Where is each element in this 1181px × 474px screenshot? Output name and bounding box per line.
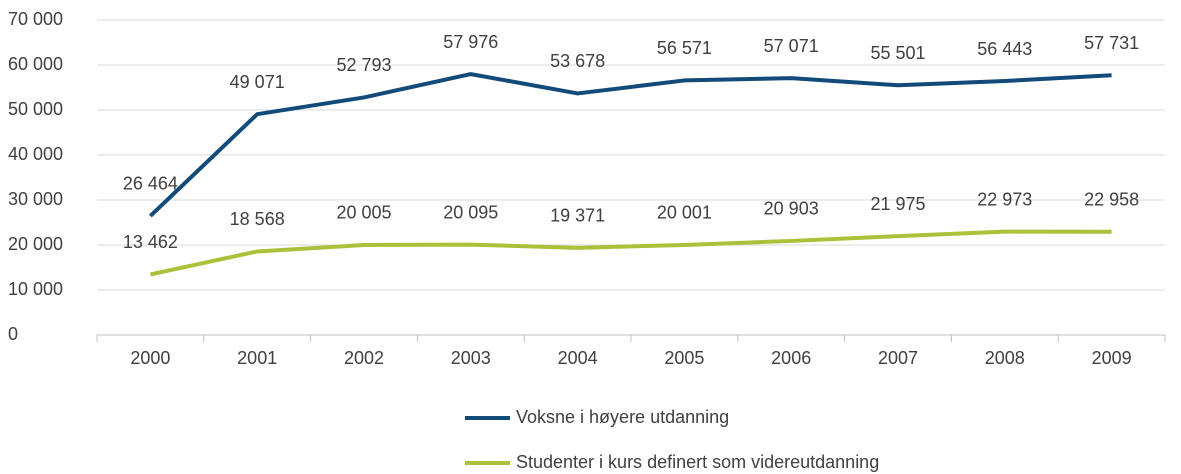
data-label: 26 464	[123, 174, 178, 194]
legend-label: Voksne i høyere utdanning	[516, 407, 729, 427]
y-tick-label: 60 000	[8, 54, 63, 74]
data-label: 20 005	[336, 203, 391, 223]
y-tick-label: 40 000	[8, 144, 63, 164]
x-tick-label: 2004	[558, 348, 598, 368]
data-label: 57 976	[443, 32, 498, 52]
x-tick-label: 2002	[344, 348, 384, 368]
y-tick-label: 20 000	[8, 234, 63, 254]
data-label: 57 731	[1084, 33, 1139, 53]
x-tick-label: 2001	[237, 348, 277, 368]
data-label: 20 095	[443, 202, 498, 222]
data-label: 20 001	[657, 203, 712, 223]
data-label: 49 071	[230, 72, 285, 92]
data-label: 57 071	[764, 36, 819, 56]
y-tick-label: 10 000	[8, 279, 63, 299]
series-line	[149, 72, 1112, 218]
data-label: 19 371	[550, 206, 605, 226]
data-label: 13 462	[123, 232, 178, 252]
data-label: 22 958	[1084, 189, 1139, 209]
legend-label: Studenter i kurs definert som videreutda…	[516, 452, 879, 472]
data-label: 56 443	[977, 39, 1032, 59]
x-tick-label: 2007	[878, 348, 918, 368]
y-tick-label: 0	[8, 324, 18, 344]
data-label: 21 975	[870, 194, 925, 214]
data-label: 56 571	[657, 38, 712, 58]
x-tick-label: 2000	[130, 348, 170, 368]
x-tick-label: 2008	[985, 348, 1025, 368]
data-label: 20 903	[764, 199, 819, 219]
y-tick-label: 70 000	[8, 9, 63, 29]
x-tick-label: 2006	[771, 348, 811, 368]
data-label: 18 568	[230, 209, 285, 229]
series-line	[149, 229, 1112, 277]
data-label: 55 501	[870, 43, 925, 63]
data-label: 53 678	[550, 51, 605, 71]
x-tick-label: 2009	[1092, 348, 1132, 368]
y-tick-label: 30 000	[8, 189, 63, 209]
x-tick-label: 2003	[451, 348, 491, 368]
x-tick-label: 2005	[664, 348, 704, 368]
data-label: 22 973	[977, 189, 1032, 209]
data-label: 52 793	[336, 55, 391, 75]
y-tick-label: 50 000	[8, 99, 63, 119]
